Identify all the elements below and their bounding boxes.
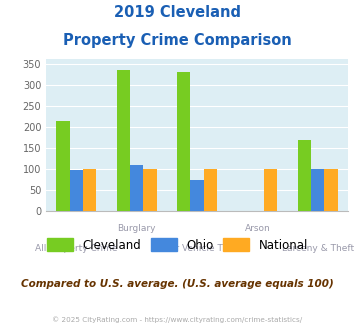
Text: Compared to U.S. average. (U.S. average equals 100): Compared to U.S. average. (U.S. average … — [21, 279, 334, 289]
Bar — [264, 169, 277, 211]
Text: Motor Vehicle Theft: Motor Vehicle Theft — [153, 244, 241, 253]
Bar — [177, 72, 190, 211]
Bar — [56, 121, 70, 211]
Bar — [130, 165, 143, 211]
Bar — [143, 169, 157, 211]
Text: Property Crime Comparison: Property Crime Comparison — [63, 33, 292, 48]
Text: © 2025 CityRating.com - https://www.cityrating.com/crime-statistics/: © 2025 CityRating.com - https://www.city… — [53, 317, 302, 323]
Bar — [324, 169, 338, 211]
Legend: Cleveland, Ohio, National: Cleveland, Ohio, National — [43, 234, 312, 256]
Bar — [204, 169, 217, 211]
Bar — [83, 169, 96, 211]
Text: 2019 Cleveland: 2019 Cleveland — [114, 5, 241, 20]
Bar — [70, 170, 83, 211]
Text: Larceny & Theft: Larceny & Theft — [282, 244, 354, 253]
Bar — [298, 140, 311, 211]
Bar — [190, 181, 204, 211]
Text: Arson: Arson — [245, 224, 270, 233]
Bar — [117, 70, 130, 211]
Bar — [311, 170, 324, 211]
Text: All Property Crime: All Property Crime — [35, 244, 118, 253]
Text: Burglary: Burglary — [118, 224, 156, 233]
